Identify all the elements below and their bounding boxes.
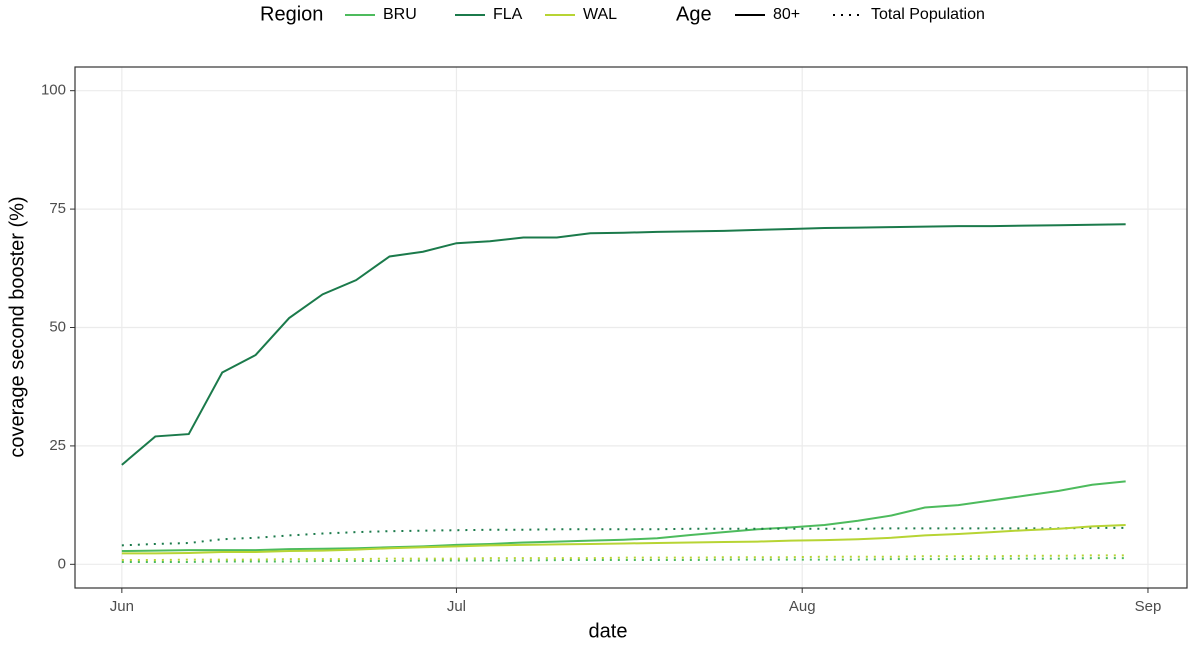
legend-label: Total Population	[871, 6, 985, 23]
x-axis-label: date	[589, 620, 628, 642]
x-tick-label: Aug	[789, 598, 816, 615]
line	[121, 524, 1126, 555]
y-axis-label: coverage second booster (%)	[6, 196, 28, 457]
line	[121, 480, 1126, 553]
legend-label: FLA	[493, 6, 523, 23]
y-tick-label: 25	[49, 437, 66, 454]
legend-title: Region	[260, 3, 323, 25]
y-tick-label: 0	[58, 555, 66, 572]
legend-label: 80+	[773, 6, 800, 23]
x-tick-label: Jul	[447, 598, 466, 615]
line	[121, 554, 1126, 562]
panel-border	[74, 66, 1188, 589]
legend-label: BRU	[383, 6, 417, 23]
legend-title: Age	[676, 3, 712, 25]
y-tick-label: 50	[49, 318, 66, 335]
x-tick-label: Sep	[1135, 598, 1162, 615]
legend-label: WAL	[583, 6, 617, 23]
x-tick-label: Jun	[110, 598, 134, 615]
line	[121, 557, 1126, 563]
y-tick-label: 75	[49, 200, 66, 217]
y-tick-label: 100	[41, 82, 66, 99]
line	[121, 223, 1126, 466]
